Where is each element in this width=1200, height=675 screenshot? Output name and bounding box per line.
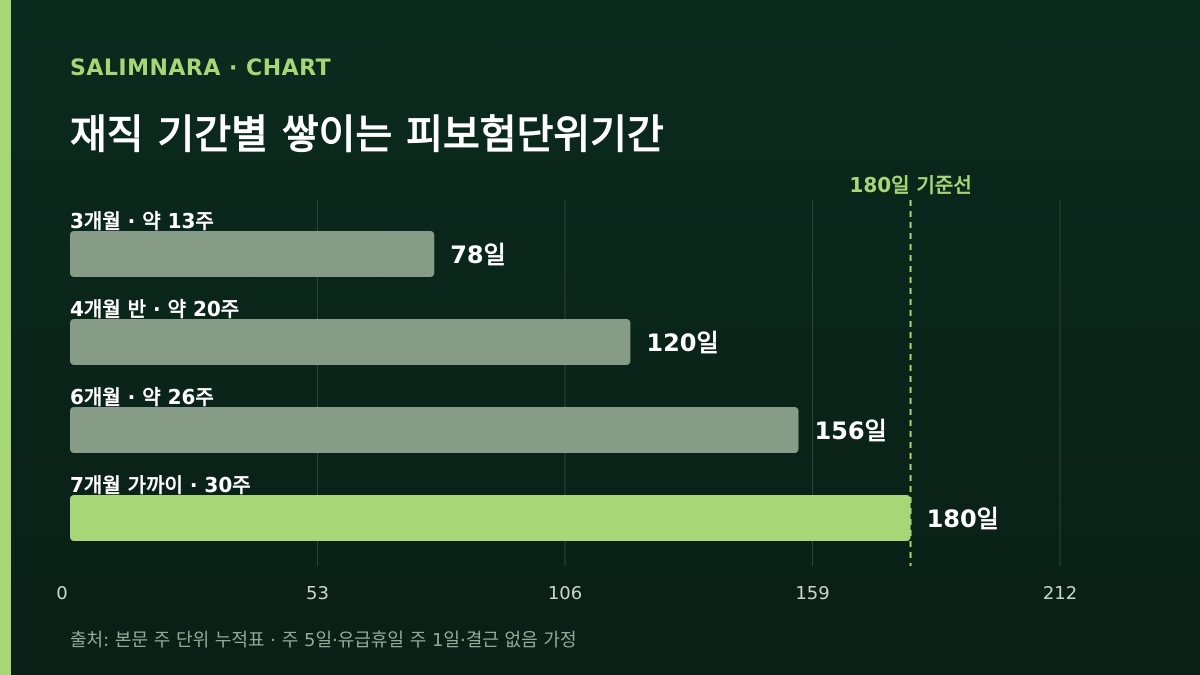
- bar-value-label: 78일: [450, 241, 505, 269]
- source-note: 출처: 본문 주 단위 누적표 · 주 5일·유급휴일 주 1일·결근 없음 가…: [70, 630, 577, 651]
- bar-category-label: 3개월 · 약 13주: [70, 209, 214, 233]
- bar-highlight: [70, 495, 911, 541]
- bar-category-label: 7개월 가까이 · 30주: [70, 473, 251, 497]
- x-tick-label: 159: [795, 583, 829, 604]
- bar-value-label: 120일: [646, 329, 718, 357]
- chart-title: 재직 기간별 쌓이는 피보험단위기간: [70, 112, 664, 158]
- bar-value-label: 156일: [814, 417, 886, 445]
- bar-value-label: 180일: [927, 505, 999, 533]
- reference-line-label: 180일 기준선: [849, 173, 971, 197]
- bar: [70, 319, 631, 365]
- brand-label: SALIMNARA · CHART: [70, 56, 332, 81]
- x-tick-label: 106: [548, 583, 582, 604]
- x-tick-label: 0: [56, 583, 67, 604]
- bar-category-label: 4개월 반 · 약 20주: [70, 297, 239, 321]
- bar: [70, 407, 799, 453]
- bar: [70, 231, 435, 277]
- x-tick-label: 53: [306, 583, 329, 604]
- accent-stripe: [0, 0, 11, 675]
- bar-category-label: 6개월 · 약 26주: [70, 385, 214, 409]
- x-tick-label: 212: [1043, 583, 1077, 604]
